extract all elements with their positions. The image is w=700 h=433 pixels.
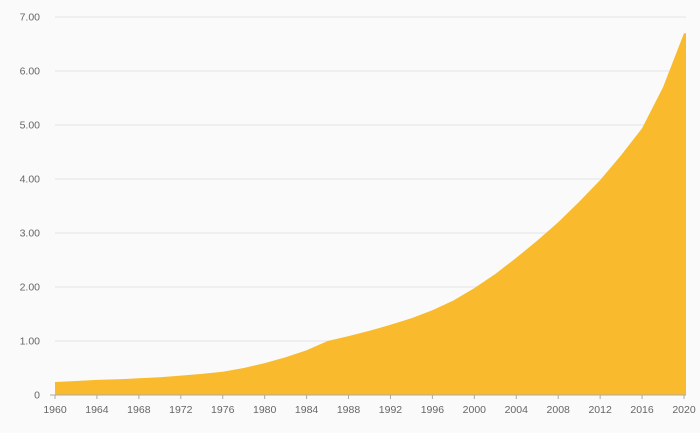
x-tick-label: 1972	[169, 404, 193, 416]
x-tick-label: 2008	[547, 404, 571, 416]
x-tick-label: 2004	[505, 404, 529, 416]
x-tick-label: 1996	[421, 404, 445, 416]
y-tick-label: 4.00	[20, 174, 41, 186]
x-tick-label: 1968	[127, 404, 151, 416]
y-tick-label: 6.00	[20, 66, 41, 78]
x-tick-label: 1964	[85, 404, 109, 416]
x-tick-label: 1980	[253, 404, 277, 416]
area-series	[55, 33, 686, 395]
y-tick-label: 1.00	[20, 336, 41, 348]
y-tick-label: 2.00	[20, 282, 41, 294]
x-tick-label: 1984	[295, 404, 319, 416]
x-tick-label: 2000	[463, 404, 487, 416]
x-tick-label: 1976	[211, 404, 235, 416]
x-tick-label: 1960	[43, 404, 67, 416]
y-tick-label: 7.00	[20, 12, 41, 24]
y-tick-label: 5.00	[20, 120, 41, 132]
x-tick-label: 1988	[337, 404, 361, 416]
x-tick-label: 2012	[588, 404, 612, 416]
x-tick-label: 2016	[630, 404, 654, 416]
y-tick-label: 0	[34, 390, 40, 402]
x-tick-label: 2020	[672, 404, 696, 416]
y-tick-label: 3.00	[20, 228, 41, 240]
x-tick-label: 1992	[379, 404, 403, 416]
